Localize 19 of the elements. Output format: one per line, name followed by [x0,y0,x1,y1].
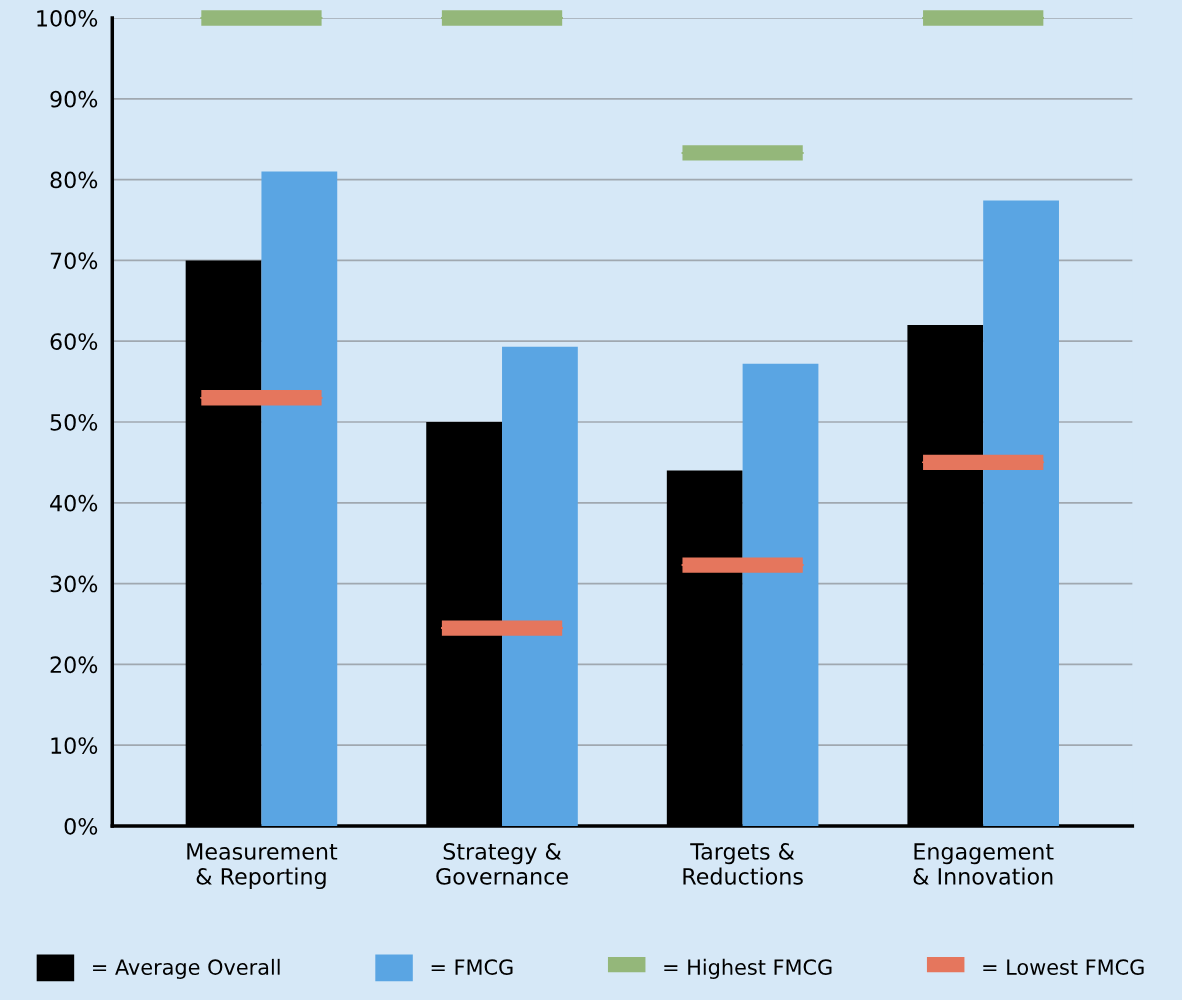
x-tick-label: Measurement & Reporting [187,843,338,890]
y-tick-label: 70% [50,252,98,270]
y-tick-label: 50% [50,413,98,431]
x-tick-label: Targets & Reductions [683,843,803,885]
y-tick-label: 30% [50,575,98,593]
y-tick-label: 10% [51,737,98,754]
y-tick-label: 100% [37,9,98,27]
y-tick-label: 80% [50,171,98,189]
y-tick-label: 20% [50,656,98,674]
x-tick-label: Strategy & Governance [436,843,568,885]
y-tick-label: 60% [50,333,98,350]
y-tick-label: 0% [64,817,98,835]
y-tick-label: 90% [50,90,98,108]
legend-label: = Lowest FMCG [983,959,1144,975]
x-tick-label: Engagement & Innovation [913,843,1054,885]
legend-label: = Highest FMCG [664,958,832,980]
legend-label: = Average Overall [93,958,280,980]
legend-label: = FMCG [431,959,513,975]
y-tick-label: 40% [50,494,98,512]
